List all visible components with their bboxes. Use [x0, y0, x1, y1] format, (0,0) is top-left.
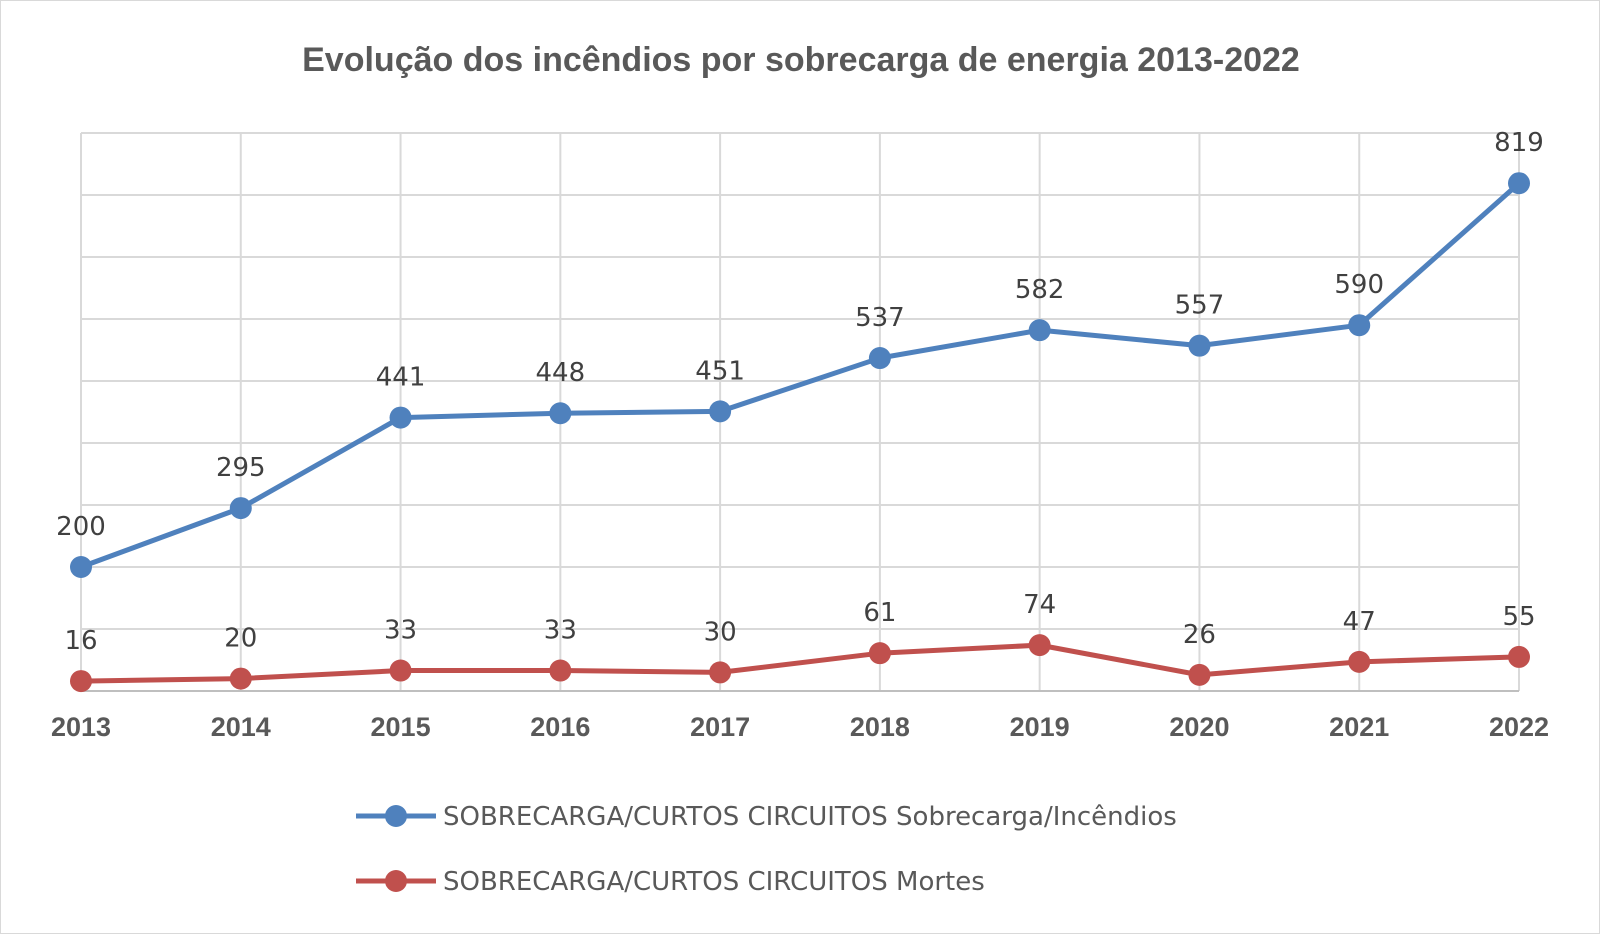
data-point	[229, 667, 252, 690]
data-label: 295	[216, 453, 266, 483]
x-tick-label: 2022	[1489, 712, 1549, 742]
legend-swatch-marker	[385, 805, 407, 827]
data-label: 441	[376, 363, 426, 393]
data-label: 537	[855, 303, 905, 333]
legend-label: SOBRECARGA/CURTOS CIRCUITOS Mortes	[443, 867, 985, 897]
data-label: 47	[1343, 607, 1376, 637]
x-tick-label: 2014	[211, 712, 271, 742]
data-label: 61	[863, 598, 896, 628]
data-point	[70, 556, 92, 578]
data-point	[709, 661, 732, 684]
gridlines	[80, 132, 1520, 692]
x-tick-label: 2015	[371, 712, 431, 742]
data-point	[1028, 319, 1051, 342]
data-point	[1348, 650, 1371, 673]
data-label: 16	[64, 626, 97, 656]
data-point	[1028, 634, 1051, 657]
data-label: 74	[1023, 590, 1056, 620]
x-tick-label: 2019	[1010, 712, 1070, 742]
series-line	[80, 642, 1520, 684]
data-label: 557	[1175, 291, 1225, 321]
x-tick-label: 2016	[530, 712, 590, 742]
data-point	[1508, 172, 1530, 195]
data-point	[709, 400, 732, 423]
data-label: 200	[56, 512, 106, 542]
data-point	[1508, 645, 1530, 668]
data-point	[70, 670, 92, 693]
data-point	[868, 347, 891, 370]
data-label: 582	[1015, 275, 1065, 305]
data-label: 33	[544, 616, 577, 646]
data-point	[549, 402, 572, 425]
x-tick-label: 2020	[1169, 712, 1229, 742]
data-label: 55	[1502, 602, 1535, 632]
series-1	[70, 172, 1530, 578]
data-labels: 200 295 441 448 451 537 582 557 590 819 16 20 33 33 30…	[56, 128, 1544, 656]
legend-item: SOBRECARGA/CURTOS CIRCUITOS Sobrecarga/I…	[356, 802, 1177, 832]
x-tick-label: 2013	[51, 712, 111, 742]
data-point	[389, 659, 412, 682]
legend-swatch-marker	[385, 870, 407, 892]
data-label: 451	[695, 356, 745, 386]
data-label: 819	[1494, 128, 1544, 158]
series-2	[70, 634, 1530, 693]
data-label: 590	[1334, 270, 1384, 300]
data-label: 26	[1183, 620, 1216, 650]
x-tick-label: 2018	[850, 712, 910, 742]
data-label: 448	[536, 358, 586, 388]
data-label: 33	[384, 616, 417, 646]
x-tick-label: 2017	[690, 712, 750, 742]
data-point	[1188, 334, 1211, 357]
data-point	[389, 406, 412, 429]
legend-item: SOBRECARGA/CURTOS CIRCUITOS Mortes	[356, 867, 985, 897]
series-layer	[70, 172, 1530, 693]
data-point	[1348, 314, 1371, 337]
data-point	[549, 659, 572, 682]
legend: SOBRECARGA/CURTOS CIRCUITOS Sobrecarga/I…	[356, 802, 1177, 897]
data-label: 20	[224, 624, 257, 654]
data-label: 30	[704, 617, 737, 647]
data-point	[868, 642, 891, 665]
legend-label: SOBRECARGA/CURTOS CIRCUITOS Sobrecarga/I…	[443, 802, 1177, 832]
data-point	[1188, 663, 1211, 686]
data-point	[229, 497, 252, 520]
series-line	[80, 181, 1521, 570]
x-axis-ticks: 2013 2014 2015 2016 2017 2018 2019 2020 2021 2022	[51, 712, 1549, 742]
x-tick-label: 2021	[1329, 712, 1389, 742]
chart-title: Evolução dos incêndios por sobrecarga de…	[302, 41, 1300, 79]
